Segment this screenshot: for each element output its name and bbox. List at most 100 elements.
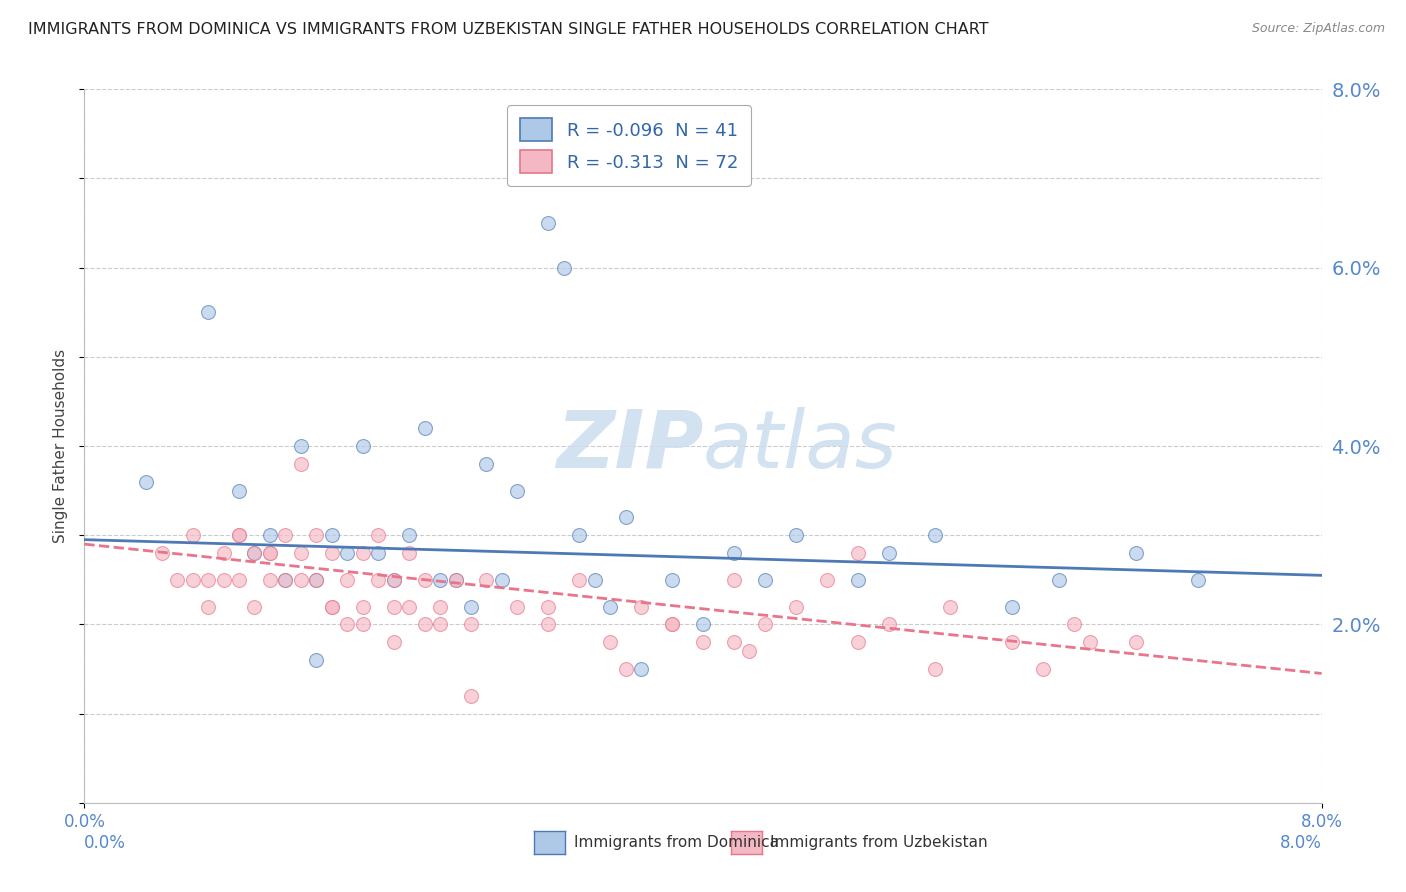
Point	[212, 573, 235, 587]
Point	[785, 599, 807, 614]
Point	[367, 528, 389, 542]
Point	[429, 573, 451, 587]
Point	[274, 528, 297, 542]
Point	[754, 617, 776, 632]
Point	[444, 573, 467, 587]
Point	[1063, 617, 1085, 632]
Point	[583, 573, 606, 587]
Point	[815, 573, 838, 587]
Text: Source: ZipAtlas.com: Source: ZipAtlas.com	[1251, 22, 1385, 36]
Point	[382, 573, 405, 587]
Point	[877, 617, 900, 632]
Point	[321, 599, 343, 614]
Point	[382, 635, 405, 649]
Point	[1032, 662, 1054, 676]
Point	[243, 599, 266, 614]
Point	[413, 421, 436, 435]
Point	[630, 599, 652, 614]
Point	[290, 457, 312, 471]
Point	[336, 617, 359, 632]
Point	[723, 546, 745, 560]
Legend: R = -0.096  N = 41, R = -0.313  N = 72: R = -0.096 N = 41, R = -0.313 N = 72	[508, 105, 751, 186]
Point	[228, 528, 250, 542]
Point	[1187, 573, 1209, 587]
Point	[614, 510, 637, 524]
Point	[212, 546, 235, 560]
Point	[475, 457, 498, 471]
Text: atlas: atlas	[703, 407, 898, 485]
Point	[846, 573, 869, 587]
Point	[274, 573, 297, 587]
Text: IMMIGRANTS FROM DOMINICA VS IMMIGRANTS FROM UZBEKISTAN SINGLE FATHER HOUSEHOLDS : IMMIGRANTS FROM DOMINICA VS IMMIGRANTS F…	[28, 22, 988, 37]
Point	[398, 528, 420, 542]
Point	[166, 573, 188, 587]
Point	[599, 635, 621, 649]
Point	[537, 617, 560, 632]
Point	[692, 617, 714, 632]
Point	[661, 573, 683, 587]
Y-axis label: Single Father Households: Single Father Households	[53, 349, 69, 543]
Point	[336, 573, 359, 587]
Point	[336, 546, 359, 560]
Point	[321, 546, 343, 560]
Text: 0.0%: 0.0%	[84, 834, 127, 852]
Point	[274, 573, 297, 587]
Point	[475, 573, 498, 587]
Point	[846, 635, 869, 649]
Point	[197, 573, 219, 587]
Point	[785, 528, 807, 542]
Point	[243, 546, 266, 560]
Point	[305, 573, 328, 587]
Point	[181, 573, 204, 587]
Text: Immigrants from Uzbekistan: Immigrants from Uzbekistan	[770, 836, 988, 850]
Point	[491, 573, 513, 587]
Point	[553, 260, 575, 275]
Point	[259, 546, 281, 560]
Point	[460, 689, 482, 703]
Point	[259, 528, 281, 542]
Point	[1001, 635, 1024, 649]
Point	[352, 617, 374, 632]
Point	[723, 573, 745, 587]
Point	[352, 599, 374, 614]
Point	[537, 216, 560, 230]
Point	[630, 662, 652, 676]
Point	[367, 573, 389, 587]
Point	[413, 573, 436, 587]
Point	[723, 635, 745, 649]
Point	[352, 546, 374, 560]
Point	[197, 305, 219, 319]
Point	[290, 439, 312, 453]
Point	[599, 599, 621, 614]
Point	[305, 528, 328, 542]
Point	[1125, 546, 1147, 560]
Point	[924, 662, 946, 676]
Point	[135, 475, 157, 489]
Point	[661, 617, 683, 632]
Point	[181, 528, 204, 542]
Point	[692, 635, 714, 649]
Text: Immigrants from Dominica: Immigrants from Dominica	[574, 836, 779, 850]
Point	[614, 662, 637, 676]
Point	[321, 599, 343, 614]
Point	[429, 617, 451, 632]
Point	[197, 599, 219, 614]
Point	[228, 573, 250, 587]
Point	[367, 546, 389, 560]
Point	[568, 573, 591, 587]
Point	[398, 546, 420, 560]
Point	[382, 573, 405, 587]
Point	[305, 573, 328, 587]
Point	[259, 546, 281, 560]
Point	[1001, 599, 1024, 614]
Point	[460, 617, 482, 632]
Point	[537, 599, 560, 614]
Point	[738, 644, 761, 658]
Point	[1078, 635, 1101, 649]
Point	[321, 528, 343, 542]
Point	[150, 546, 173, 560]
Point	[290, 573, 312, 587]
Point	[939, 599, 962, 614]
Point	[429, 599, 451, 614]
Point	[444, 573, 467, 587]
